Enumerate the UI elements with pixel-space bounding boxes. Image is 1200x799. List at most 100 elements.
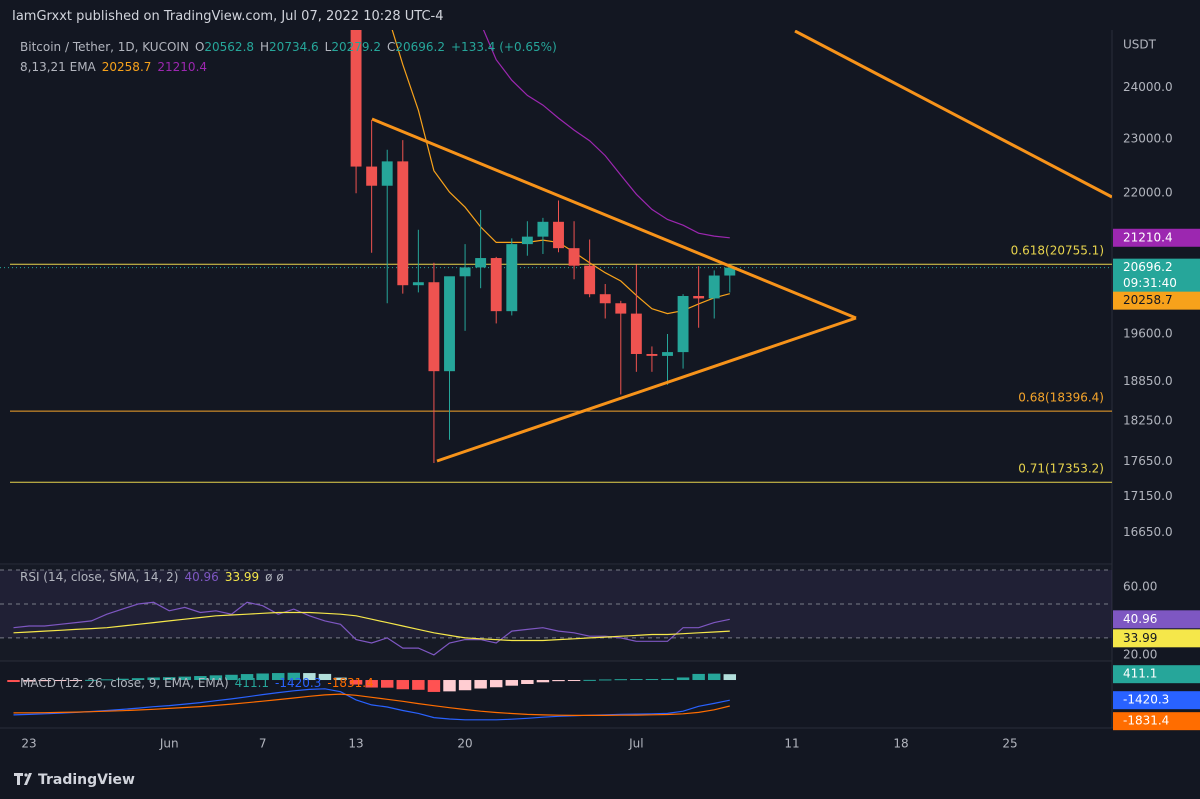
macd-title: MACD (12, 26, close, 9, EMA, EMA) — [20, 676, 229, 690]
y-tick-label: 16650.0 — [1123, 525, 1173, 539]
logo-icon — [14, 773, 32, 785]
histogram-bar — [458, 680, 472, 691]
y-tick-label: 18250.0 — [1123, 413, 1173, 427]
macd-line — [13, 693, 730, 716]
histogram-bar — [334, 677, 347, 681]
rsi-value: 33.99 — [224, 570, 260, 584]
candle-body — [724, 267, 736, 276]
histogram-bar — [22, 680, 36, 682]
trendlines — [371, 30, 1112, 463]
histogram-bar — [240, 674, 254, 681]
x-tick-label: 18 — [893, 737, 908, 751]
macd-value-label-bg — [1113, 665, 1200, 684]
fib-label: 0.618(20755.1) — [1011, 244, 1104, 258]
histogram-bar — [85, 679, 98, 681]
ohlc-key: H — [260, 40, 270, 54]
candle-body — [506, 244, 518, 312]
histogram-bar — [583, 679, 596, 681]
trendline — [436, 316, 857, 463]
ohlc-key: L — [324, 40, 332, 54]
rsi-extra: ø ø — [265, 570, 284, 584]
macd-value: 411.1 — [234, 676, 270, 690]
change-label: +133.4 (+0.65%) — [451, 40, 557, 54]
macd-plot — [7, 672, 737, 721]
histogram-bar — [131, 678, 145, 681]
histogram-bar — [147, 677, 160, 681]
histogram-bar — [53, 680, 67, 682]
ema-line — [482, 30, 730, 239]
rsi-value-label: 33.99 — [1123, 631, 1157, 645]
candle-body — [599, 294, 611, 304]
y-unit: USDT — [1123, 38, 1157, 52]
candle-body — [553, 221, 564, 249]
ohlc-value: 20279.2 — [331, 40, 381, 54]
axes: 23 Jun 7 13 20 Jul 11 18 25 24000.0 23000.0 22000.0… — [21, 80, 1200, 751]
histogram-bar — [116, 678, 129, 681]
y-tick-label: 24000.0 — [1123, 80, 1173, 94]
rsi-value-label: 40.96 — [1123, 612, 1157, 626]
histogram-bar — [427, 680, 441, 692]
candle-body — [428, 282, 440, 372]
logo-dot — [24, 773, 28, 777]
histogram-bar — [692, 673, 705, 681]
macd-value-label: -1831.4 — [1123, 714, 1169, 728]
macd-value: -1831.4 — [327, 676, 374, 690]
candle-body — [350, 30, 362, 167]
histogram-bar — [365, 680, 378, 688]
brand: TradingView — [38, 772, 135, 788]
histogram-bar — [567, 680, 581, 682]
rsi-value: 40.96 — [184, 570, 219, 584]
trendline — [794, 30, 1112, 199]
x-tick-label: 13 — [348, 737, 363, 751]
ema-price-label-bg — [1113, 291, 1200, 310]
histogram-bar — [287, 672, 301, 681]
macd-value: -1420.3 — [275, 676, 322, 690]
publisher-line: IamGrxxt published on TradingView.com, J… — [12, 9, 444, 24]
ohlc-key: O — [194, 40, 205, 54]
x-tick-label: 11 — [784, 737, 799, 751]
histogram-bar — [380, 680, 394, 688]
x-tick-label: Jul — [628, 737, 643, 751]
ema-price-label: 20258.7 — [1123, 293, 1173, 307]
x-tick-label: 20 — [457, 737, 472, 751]
histogram-bar — [676, 677, 690, 681]
histogram-bar — [271, 673, 285, 681]
candle-body — [646, 353, 658, 356]
ohlc-value: 20562.8 — [204, 40, 255, 54]
macd-value-label: 411.1 — [1123, 667, 1157, 681]
candle-body — [381, 161, 393, 186]
x-tick-label: 25 — [1002, 737, 1017, 751]
rsi-pane — [0, 565, 1112, 661]
y-tick-label: 18850.0 — [1123, 374, 1173, 388]
x-tick-label: 7 — [259, 737, 267, 751]
candle-body — [412, 282, 424, 286]
last-price-label-bg — [1113, 258, 1200, 293]
x-tick-label: Jun — [159, 737, 179, 751]
macd-value-label: -1420.3 — [1123, 693, 1169, 707]
histogram-bar — [209, 675, 223, 681]
histogram-bar — [256, 673, 269, 681]
rsi-plot — [0, 569, 1112, 656]
rsi-legend: RSI (14, close, SMA, 14, 2) 40.96 33.99 ø ø — [20, 570, 290, 584]
histogram-bar — [443, 680, 456, 692]
last-price-label: 20696.2 — [1123, 260, 1173, 274]
candle-body — [584, 265, 596, 295]
candle-body — [630, 313, 642, 354]
ema-value: 20258.7 — [101, 60, 152, 74]
histogram-bar — [100, 679, 114, 681]
candle-body — [537, 221, 549, 237]
histogram-bar — [412, 680, 425, 690]
histogram-bar — [162, 677, 176, 681]
symbol-title: Bitcoin / Tether, 1D, KUCOIN — [20, 40, 189, 54]
histogram-bar — [505, 680, 519, 686]
candle-body — [708, 275, 720, 299]
histogram-bar — [474, 680, 487, 689]
macd-line — [13, 688, 730, 721]
ohlc-value: 20734.6 — [269, 40, 319, 54]
candle-body — [521, 236, 533, 245]
histogram-bar — [614, 679, 628, 681]
countdown: 09:31:40 — [1123, 276, 1177, 290]
fib-label: 0.68(18396.4) — [1018, 391, 1104, 405]
